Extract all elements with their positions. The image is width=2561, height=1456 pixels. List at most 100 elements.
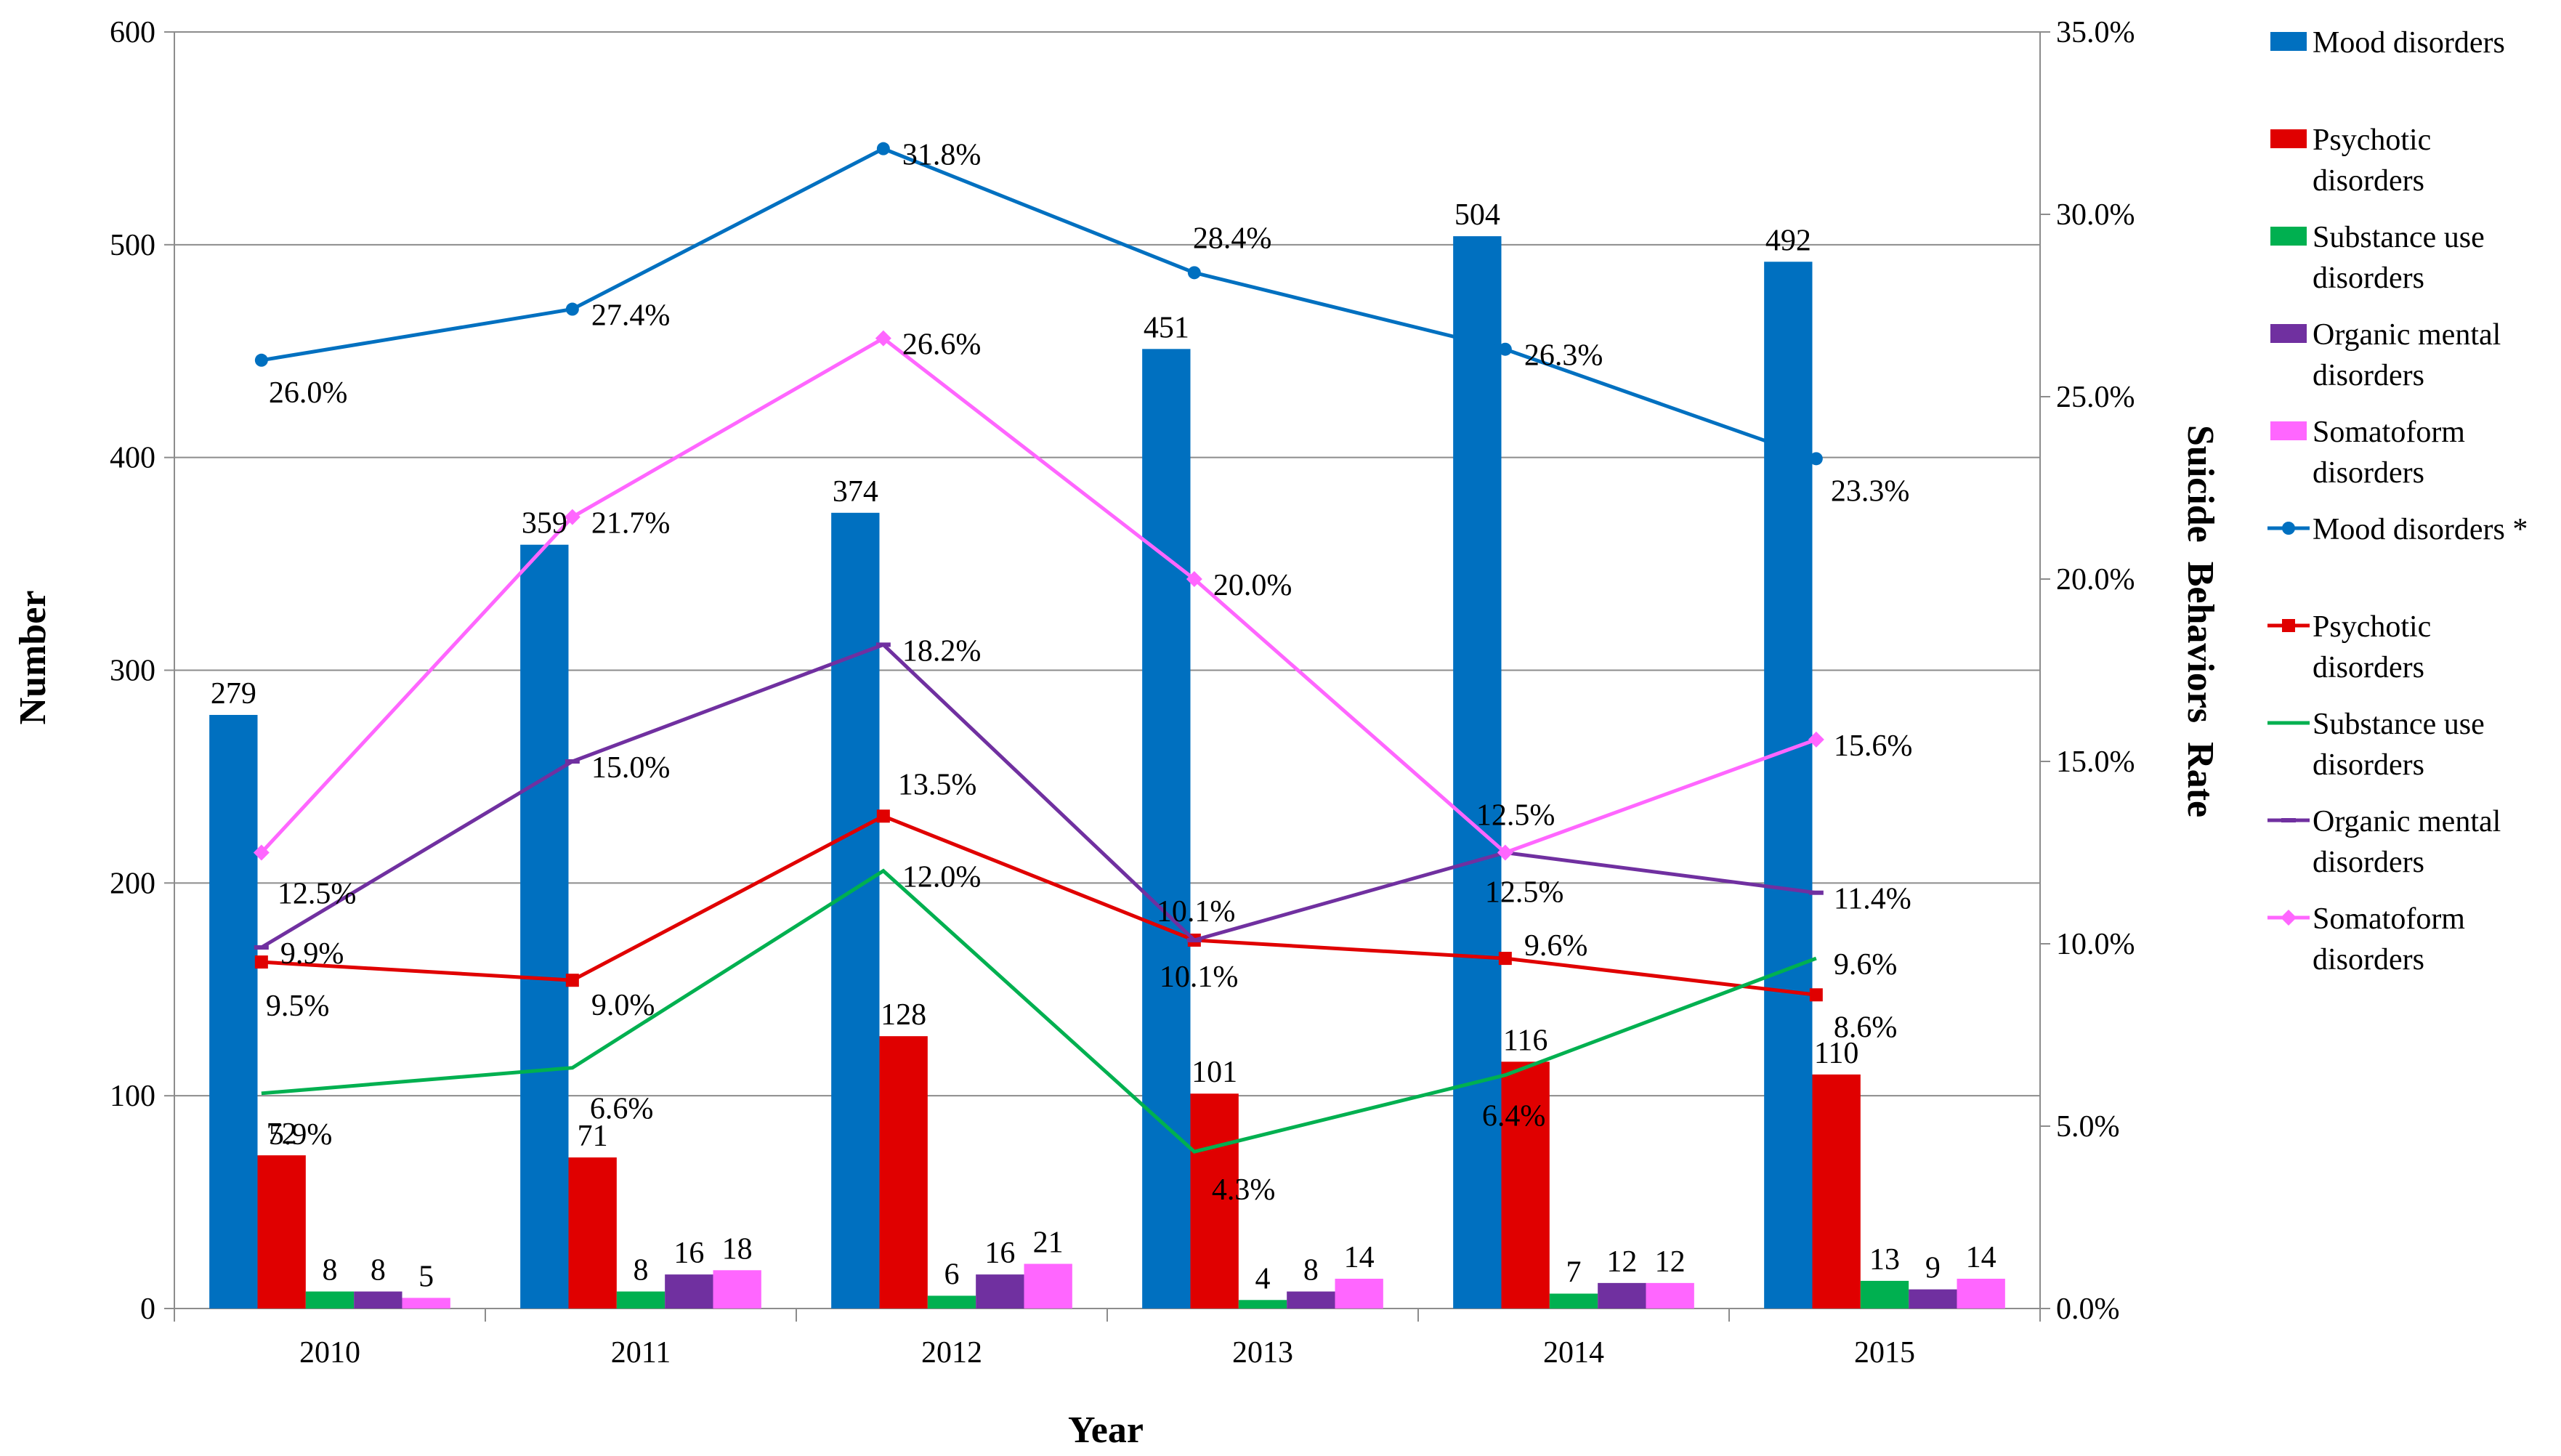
x-tick-label: 2012 — [921, 1336, 982, 1370]
bar — [927, 1295, 976, 1309]
line-marker — [254, 955, 268, 969]
bar — [713, 1270, 761, 1309]
legend-entry: Somatoform disorders — [2267, 902, 2465, 976]
line-marker — [875, 642, 891, 647]
bar — [1453, 236, 1502, 1309]
legend-label: Mood disorders — [2313, 26, 2505, 60]
bar — [1909, 1289, 1957, 1309]
x-tick-label: 2010 — [299, 1336, 360, 1370]
line-value-label: 9.6% — [1524, 929, 1588, 963]
bar — [1501, 1061, 1550, 1309]
legend-label: Substance use — [2313, 221, 2485, 254]
bar — [402, 1298, 450, 1309]
bar-value-label: 4 — [1255, 1262, 1271, 1295]
line-value-label: 6.6% — [590, 1093, 654, 1126]
legend-entry: Organic mental disorders — [2267, 805, 2501, 879]
legend-swatch — [2270, 421, 2307, 440]
line-value-label: 26.3% — [1524, 339, 1603, 373]
y-tick-label: 400 — [110, 442, 155, 475]
line-value-label: 12.5% — [1485, 876, 1563, 910]
bar — [976, 1274, 1024, 1309]
legend-entry: Somatoform disorders — [2270, 416, 2465, 490]
legend-label: disorders — [2313, 456, 2424, 490]
legend-label: Somatoform — [2313, 416, 2465, 449]
line-series — [253, 142, 1824, 1154]
x-tick-label: 2011 — [611, 1336, 671, 1370]
legend-label: Substance use — [2313, 708, 2485, 741]
line-value-label: 20.0% — [1213, 569, 1292, 602]
bar-value-label: 12 — [1655, 1245, 1686, 1279]
line-marker — [875, 330, 891, 347]
legend-entry: Psychotic disorders — [2267, 610, 2431, 684]
bar-value-label: 8 — [371, 1254, 386, 1287]
bar-value-label: 21 — [1033, 1226, 1064, 1260]
line-value-label: 10.1% — [1160, 960, 1239, 994]
bar-value-label: 504 — [1455, 198, 1500, 232]
legend-entry: Substance use disorders — [2270, 221, 2485, 295]
line-marker — [254, 353, 268, 367]
bar — [209, 714, 258, 1309]
bar-value-label: 6 — [944, 1258, 960, 1291]
line-marker — [876, 809, 890, 823]
line-value-label: 5.9% — [269, 1118, 333, 1152]
line-value-label: 12.0% — [902, 861, 982, 894]
line-marker — [876, 142, 890, 155]
line-marker — [2281, 818, 2296, 822]
line-marker — [1497, 844, 1513, 861]
legend-swatch — [2270, 32, 2307, 51]
y-tick-label: 200 — [110, 867, 155, 900]
line-value-label: 9.6% — [1834, 948, 1898, 982]
line-marker — [1809, 452, 1823, 466]
legend-entry: Substance use disorders — [2267, 708, 2485, 782]
bar — [1598, 1282, 1646, 1309]
bar-value-label: 14 — [1344, 1241, 1375, 1274]
line-value-label: 27.4% — [591, 299, 671, 333]
bar — [665, 1274, 713, 1309]
bar — [1024, 1263, 1072, 1309]
bar — [257, 1155, 306, 1309]
y2-tick-label: 0.0% — [2056, 1293, 2120, 1326]
bar-value-label: 374 — [833, 475, 878, 509]
y-tick-label: 0 — [140, 1293, 155, 1326]
legend-label: disorders — [2313, 846, 2424, 879]
legend-label: disorders — [2313, 651, 2424, 684]
line-value-label: 21.7% — [591, 507, 671, 541]
legend-swatch — [2270, 324, 2307, 343]
line-value-label: 15.0% — [591, 751, 671, 785]
x-tick-label: 2014 — [1543, 1336, 1604, 1370]
line-marker — [254, 945, 269, 950]
bar-value-label: 359 — [522, 507, 567, 541]
y2-tick-label: 35.0% — [2056, 16, 2135, 49]
bar — [1287, 1291, 1335, 1309]
line-marker — [2282, 619, 2295, 632]
bar — [1142, 349, 1191, 1309]
bar-value-label: 116 — [1503, 1024, 1547, 1057]
line-value-label: 31.8% — [902, 139, 982, 172]
line-marker — [2281, 910, 2297, 926]
line-marker — [1808, 731, 1824, 748]
bar — [305, 1291, 355, 1309]
bar — [568, 1157, 617, 1309]
y2-tick-label: 10.0% — [2056, 928, 2135, 961]
bar-value-label: 128 — [881, 998, 926, 1032]
bar-value-label: 13 — [1869, 1243, 1900, 1277]
legend-entry: Organic mental disorders — [2270, 318, 2501, 392]
line-value-label: 23.3% — [1831, 474, 1910, 508]
legend-label: Somatoform — [2313, 902, 2465, 936]
legend-swatch — [2270, 129, 2307, 148]
line-marker — [1498, 952, 1512, 966]
y2-tick-label: 30.0% — [2056, 198, 2135, 232]
line-marker — [1498, 342, 1512, 356]
x-tick-label: 2013 — [1232, 1336, 1293, 1370]
y-tick-label: 600 — [110, 16, 155, 49]
bar — [1238, 1300, 1287, 1309]
y2-tick-label: 15.0% — [2056, 745, 2135, 779]
bar-value-label: 14 — [1966, 1241, 1996, 1274]
line-value-label: 9.0% — [591, 989, 655, 1022]
line-value-label: 10.1% — [1157, 895, 1236, 929]
y2-tick-label: 20.0% — [2056, 563, 2135, 596]
line-value-label: 9.5% — [266, 990, 330, 1023]
bar-value-label: 71 — [578, 1120, 608, 1153]
line-marker — [1187, 266, 1201, 280]
